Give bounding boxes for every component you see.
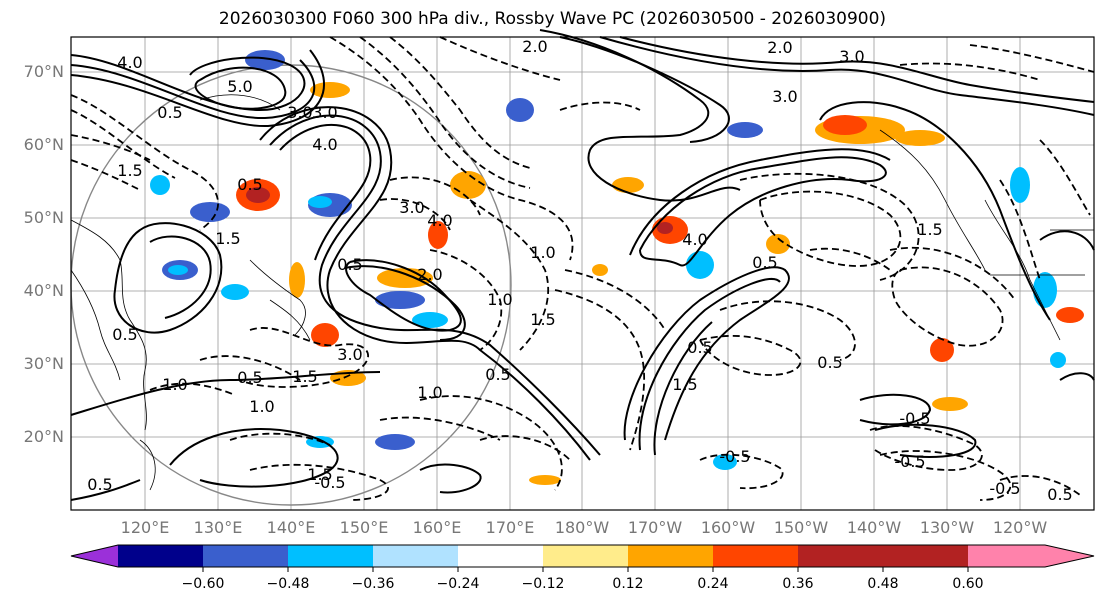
contour-label: 1.5 bbox=[307, 465, 332, 484]
lat-label: 30°N bbox=[23, 354, 64, 373]
colorbar-swatch bbox=[713, 545, 798, 567]
positive-contours bbox=[70, 29, 1095, 501]
lat-label: 50°N bbox=[23, 208, 64, 227]
contour-label: -0.5 bbox=[719, 447, 750, 466]
contour-label: 2.0 bbox=[767, 38, 792, 57]
contour-label: 0.5 bbox=[87, 475, 112, 494]
contour-label: 0.5 bbox=[1047, 485, 1072, 504]
contour-label: 4.0 bbox=[312, 135, 337, 154]
contour-label: 0.5 bbox=[112, 325, 137, 344]
lat-label: 40°N bbox=[23, 281, 64, 300]
colorbar bbox=[70, 544, 1095, 572]
colorbar-tick: 0.12 bbox=[612, 576, 644, 592]
contour-label: -0.5 bbox=[314, 473, 345, 492]
colorbar-tick: −0.60 bbox=[181, 576, 225, 592]
contour-label: 1.5 bbox=[530, 310, 555, 329]
contour-label: -0.5 bbox=[894, 452, 925, 471]
colorbar-swatch bbox=[288, 545, 373, 567]
colorbar-swatch bbox=[203, 545, 288, 567]
contour-label: 0.5 bbox=[237, 368, 262, 387]
contour-labels: 4.05.03.02.0 2.0 3.03.01.50.5 3.04.01.50.53… bbox=[87, 37, 1072, 504]
lon-label: 140°E bbox=[266, 518, 316, 537]
contour-label: 0.5 bbox=[337, 255, 362, 274]
contour-label: 0.5 bbox=[752, 253, 777, 272]
lon-label: 150°W bbox=[773, 518, 829, 537]
contour-label: 3.0 bbox=[399, 198, 424, 217]
lon-label: 140°W bbox=[846, 518, 902, 537]
contour-label: 0.5 bbox=[237, 175, 262, 194]
colorbar-tick: 0.60 bbox=[952, 576, 984, 592]
lon-label: 120°W bbox=[992, 518, 1048, 537]
lon-label: 170°W bbox=[627, 518, 683, 537]
map-border bbox=[70, 36, 1095, 511]
colorbar-tick: −0.48 bbox=[266, 576, 310, 592]
lon-label: 120°E bbox=[120, 518, 170, 537]
contour-label: 0.5 bbox=[485, 365, 510, 384]
lat-label: 70°N bbox=[23, 62, 64, 81]
colorbar-tick: 0.48 bbox=[867, 576, 899, 592]
contour-label: 4.0 bbox=[682, 230, 707, 249]
contour-label: 1.0 bbox=[417, 383, 442, 402]
lon-label: 130°W bbox=[919, 518, 975, 537]
contour-label: 4.0 bbox=[117, 53, 142, 72]
colorbar-swatch bbox=[798, 545, 883, 567]
contour-label: 1.0 bbox=[530, 243, 555, 262]
colorbar-swatch bbox=[458, 545, 543, 567]
contour-label: 0.5 bbox=[687, 338, 712, 357]
lon-label: 160°E bbox=[412, 518, 462, 537]
lat-label: 60°N bbox=[23, 135, 64, 154]
contour-label: 3.0 bbox=[337, 345, 362, 364]
contour-label: 2.0 bbox=[522, 37, 547, 56]
colorbar-tick: −0.12 bbox=[521, 576, 565, 592]
colorbar-tick: 0.36 bbox=[782, 576, 814, 592]
lon-label: 130°E bbox=[193, 518, 243, 537]
colorbar-tick: −0.36 bbox=[351, 576, 395, 592]
colorbar-tick: 0.24 bbox=[697, 576, 729, 592]
contour-label: 1.5 bbox=[215, 229, 240, 248]
negative-contours bbox=[70, 36, 1095, 501]
lon-label: 160°W bbox=[700, 518, 756, 537]
contour-label: 1.5 bbox=[672, 375, 697, 394]
contour-label: -0.5 bbox=[989, 479, 1020, 498]
lat-label: 20°N bbox=[23, 427, 64, 446]
contour-label: 0.5 bbox=[157, 103, 182, 122]
lon-label: 170°E bbox=[485, 518, 535, 537]
contour-label: 1.5 bbox=[917, 220, 942, 239]
colorbar-swatch bbox=[118, 545, 203, 567]
colorbar-swatch bbox=[373, 545, 458, 567]
divergence-shading bbox=[150, 50, 1084, 485]
colorbar-swatch bbox=[628, 545, 713, 567]
map-title: 2026030300 F060 300 hPa div., Rossby Wav… bbox=[218, 9, 887, 29]
contour-label: 1.0 bbox=[162, 375, 187, 394]
contour-label: -0.5 bbox=[899, 409, 930, 428]
contour-label: 1.0 bbox=[249, 397, 274, 416]
colorbar-swatch bbox=[543, 545, 628, 567]
contour-label: 2.0 bbox=[417, 265, 442, 284]
contour-label: 3.0 bbox=[287, 103, 312, 122]
lon-label: 150°E bbox=[339, 518, 389, 537]
contour-label: 1.5 bbox=[292, 367, 317, 386]
contour-label: 3.0 bbox=[839, 47, 864, 66]
contour-label: 0.5 bbox=[817, 353, 842, 372]
colorbar-extend-low bbox=[71, 545, 118, 567]
colorbar-swatch bbox=[883, 545, 968, 567]
contour-label: 1.0 bbox=[487, 290, 512, 309]
colorbar-tick: −0.24 bbox=[436, 576, 480, 592]
contour-label: 3.0 bbox=[312, 103, 337, 122]
contour-label: 3.0 bbox=[772, 87, 797, 106]
colorbar-outline bbox=[70, 544, 1095, 568]
contour-label: 5.0 bbox=[227, 77, 252, 96]
coastlines bbox=[70, 94, 1094, 491]
contour-label: 4.0 bbox=[427, 211, 452, 230]
lon-label: 180°W bbox=[554, 518, 610, 537]
contour-label: 1.5 bbox=[117, 161, 142, 180]
